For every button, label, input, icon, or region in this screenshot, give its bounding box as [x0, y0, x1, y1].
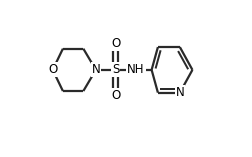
Text: NH: NH: [127, 63, 144, 76]
Text: N: N: [91, 63, 100, 76]
Text: O: O: [110, 89, 120, 102]
Text: N: N: [175, 86, 183, 99]
Text: O: O: [48, 63, 57, 76]
Text: O: O: [110, 38, 120, 50]
Text: S: S: [111, 63, 119, 76]
